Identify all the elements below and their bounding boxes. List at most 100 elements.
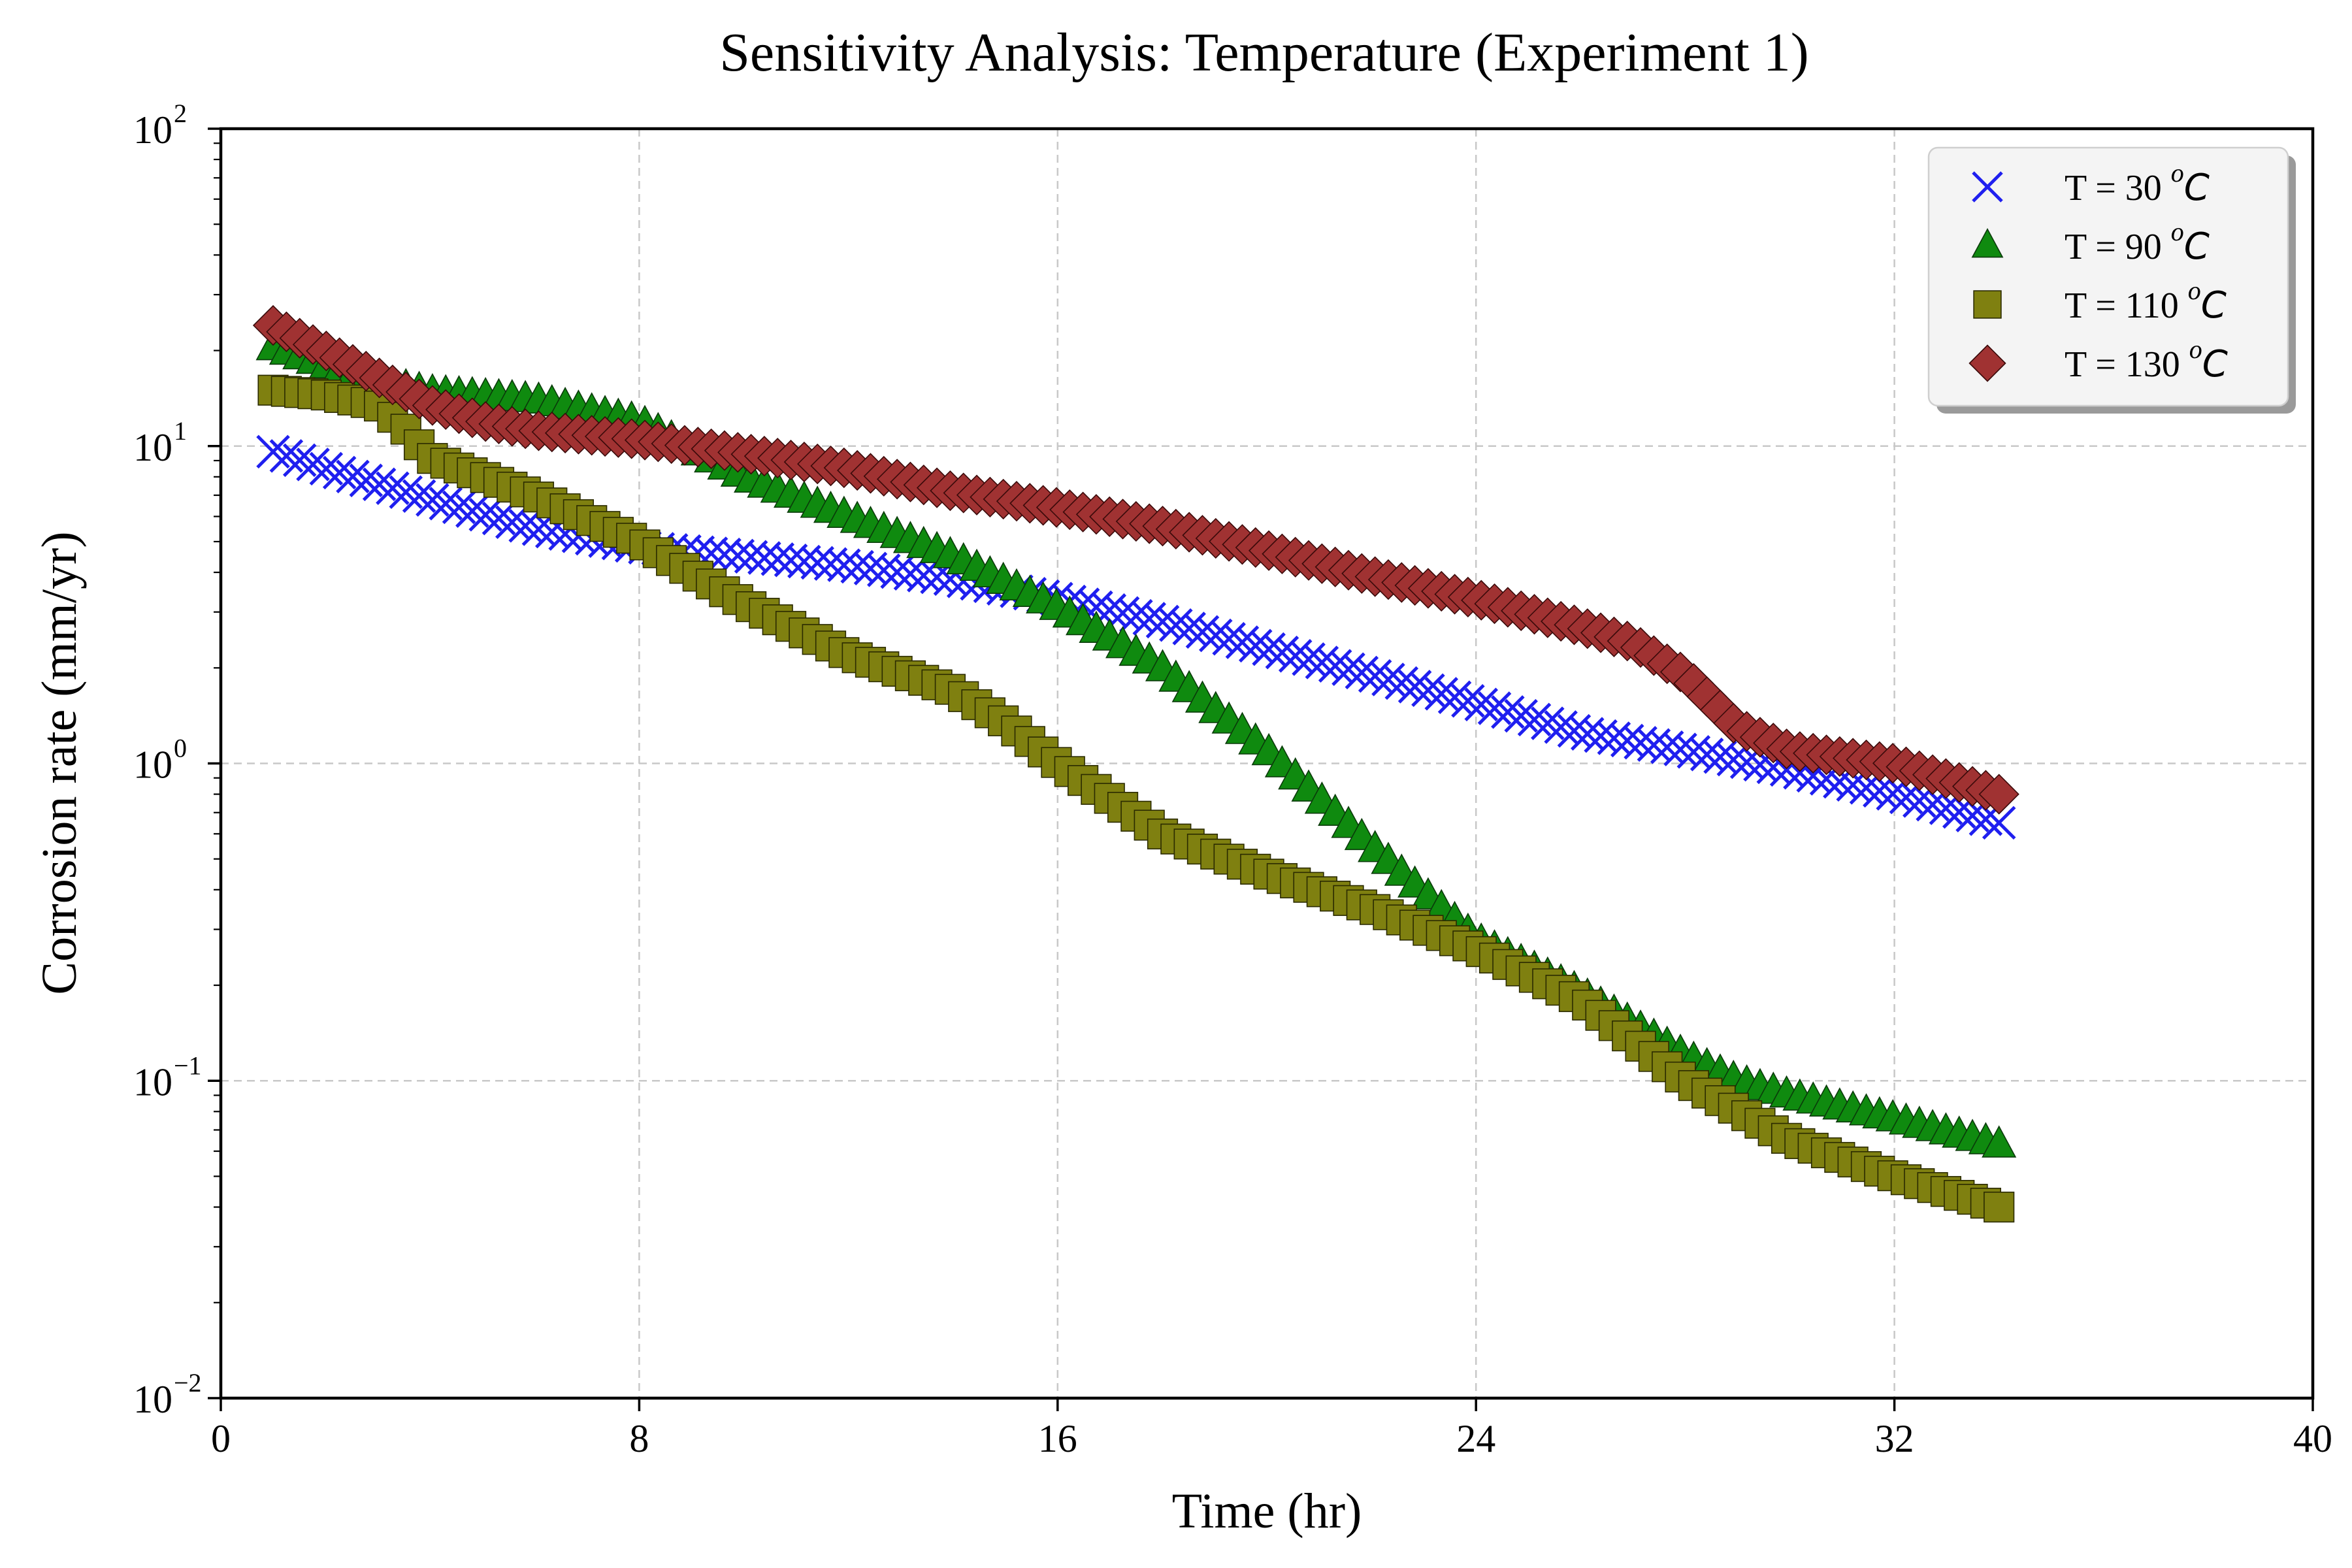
data-point bbox=[282, 443, 317, 478]
y-tick-label: 10 bbox=[133, 426, 172, 469]
series-diamond bbox=[252, 304, 2019, 815]
data-point bbox=[1517, 702, 1552, 737]
marker-stroke bbox=[813, 547, 848, 581]
data-point bbox=[508, 509, 542, 543]
marker-stroke bbox=[1451, 683, 1485, 718]
x-tick-label: 32 bbox=[1875, 1417, 1914, 1460]
data-point bbox=[336, 459, 370, 494]
legend: T = 30 oCT = 90 oCT = 110 oCT = 130 oC bbox=[1927, 146, 2296, 414]
marker-stroke bbox=[376, 471, 410, 506]
data-point bbox=[1119, 598, 1153, 633]
marker-stroke bbox=[827, 548, 861, 582]
data-point bbox=[1238, 629, 1273, 663]
marker-stroke bbox=[1292, 642, 1326, 676]
marker-stroke bbox=[468, 498, 502, 532]
marker-stroke bbox=[1972, 171, 2003, 203]
data-point bbox=[1252, 632, 1286, 666]
data-point bbox=[774, 543, 808, 578]
legend-label-unit: C bbox=[2184, 225, 2210, 268]
y-tick-exponent: −2 bbox=[174, 1368, 202, 1397]
y-tick-label: 10 bbox=[133, 743, 172, 787]
marker-stroke bbox=[1358, 659, 1392, 693]
marker-stroke bbox=[708, 537, 742, 572]
data-point bbox=[1557, 713, 1592, 748]
data-point bbox=[1358, 659, 1392, 693]
marker-stroke bbox=[1477, 691, 1512, 725]
legend-label-degree: o bbox=[2171, 217, 2184, 246]
x-axis-label: Time (hr) bbox=[1172, 1484, 1362, 1539]
data-point bbox=[1199, 618, 1233, 653]
marker-stroke bbox=[1238, 629, 1273, 663]
marker-stroke bbox=[1159, 608, 1193, 642]
marker-stroke bbox=[1531, 706, 1565, 740]
marker-stroke bbox=[1345, 655, 1379, 690]
marker-stroke bbox=[1225, 625, 1260, 659]
data-point bbox=[349, 463, 384, 498]
marker-stroke bbox=[1557, 713, 1592, 748]
marker-stroke bbox=[455, 494, 489, 528]
data-point bbox=[309, 451, 344, 486]
data-point bbox=[482, 501, 516, 536]
marker-stroke bbox=[747, 541, 781, 575]
marker-stroke bbox=[349, 463, 384, 498]
y-tick-exponent: 0 bbox=[174, 734, 187, 763]
data-point bbox=[1397, 670, 1432, 704]
marker-stroke bbox=[774, 543, 808, 578]
y-tick-exponent: −1 bbox=[174, 1051, 202, 1080]
marker-stroke bbox=[721, 538, 755, 573]
legend-marker bbox=[1972, 171, 2003, 203]
marker-stroke bbox=[416, 483, 449, 517]
marker-stroke bbox=[1676, 735, 1711, 769]
legend-box bbox=[1927, 146, 2289, 407]
data-point bbox=[442, 490, 476, 525]
data-point bbox=[1690, 738, 1724, 772]
x-tick-label: 8 bbox=[629, 1417, 649, 1460]
marker-stroke bbox=[1331, 652, 1365, 687]
marker-stroke bbox=[442, 490, 476, 525]
data-point bbox=[1451, 683, 1485, 718]
legend-marker bbox=[1968, 344, 2006, 382]
marker-stroke bbox=[1397, 670, 1432, 704]
y-axis-label: Corrosion rate (mm/yr) bbox=[32, 531, 87, 994]
legend-marker bbox=[1971, 228, 2004, 258]
y-tick-label: 10 bbox=[133, 1060, 172, 1103]
data-point bbox=[1305, 645, 1339, 679]
marker-stroke bbox=[1663, 732, 1697, 766]
marker-stroke bbox=[508, 509, 542, 543]
data-point bbox=[760, 542, 794, 576]
data-point bbox=[376, 471, 410, 506]
data-point bbox=[1384, 666, 1419, 700]
x-tick-label: 16 bbox=[1038, 1417, 1077, 1460]
marker-stroke bbox=[1172, 612, 1206, 645]
marker-stroke bbox=[1982, 806, 2016, 840]
data-point bbox=[1716, 742, 1751, 777]
marker-stroke bbox=[1384, 666, 1419, 700]
marker-stroke bbox=[1411, 673, 1445, 708]
data-point bbox=[708, 537, 742, 572]
data-point bbox=[1331, 652, 1365, 687]
data-point bbox=[1984, 1191, 2015, 1223]
marker-stroke bbox=[269, 439, 304, 473]
data-point bbox=[1105, 596, 1140, 630]
marker-stroke bbox=[800, 546, 834, 580]
marker-stroke bbox=[1424, 677, 1459, 711]
marker-stroke bbox=[1504, 698, 1538, 733]
marker-stroke bbox=[734, 540, 768, 574]
marker-stroke bbox=[1119, 598, 1153, 633]
data-point bbox=[721, 538, 755, 573]
data-point bbox=[1159, 608, 1193, 642]
marker-stroke bbox=[282, 443, 317, 478]
marker-stroke bbox=[1305, 645, 1339, 679]
marker-stroke bbox=[1265, 635, 1299, 670]
plot-series bbox=[252, 304, 2019, 1223]
marker-stroke bbox=[429, 487, 463, 521]
legend-label-unit: C bbox=[2201, 284, 2227, 327]
marker-stroke bbox=[309, 451, 344, 486]
data-point bbox=[747, 541, 781, 575]
marker-stroke bbox=[1212, 622, 1246, 656]
legend-label-degree: o bbox=[2171, 158, 2184, 188]
data-point bbox=[429, 487, 463, 521]
data-point bbox=[1982, 806, 2016, 840]
marker-stroke bbox=[362, 467, 397, 502]
